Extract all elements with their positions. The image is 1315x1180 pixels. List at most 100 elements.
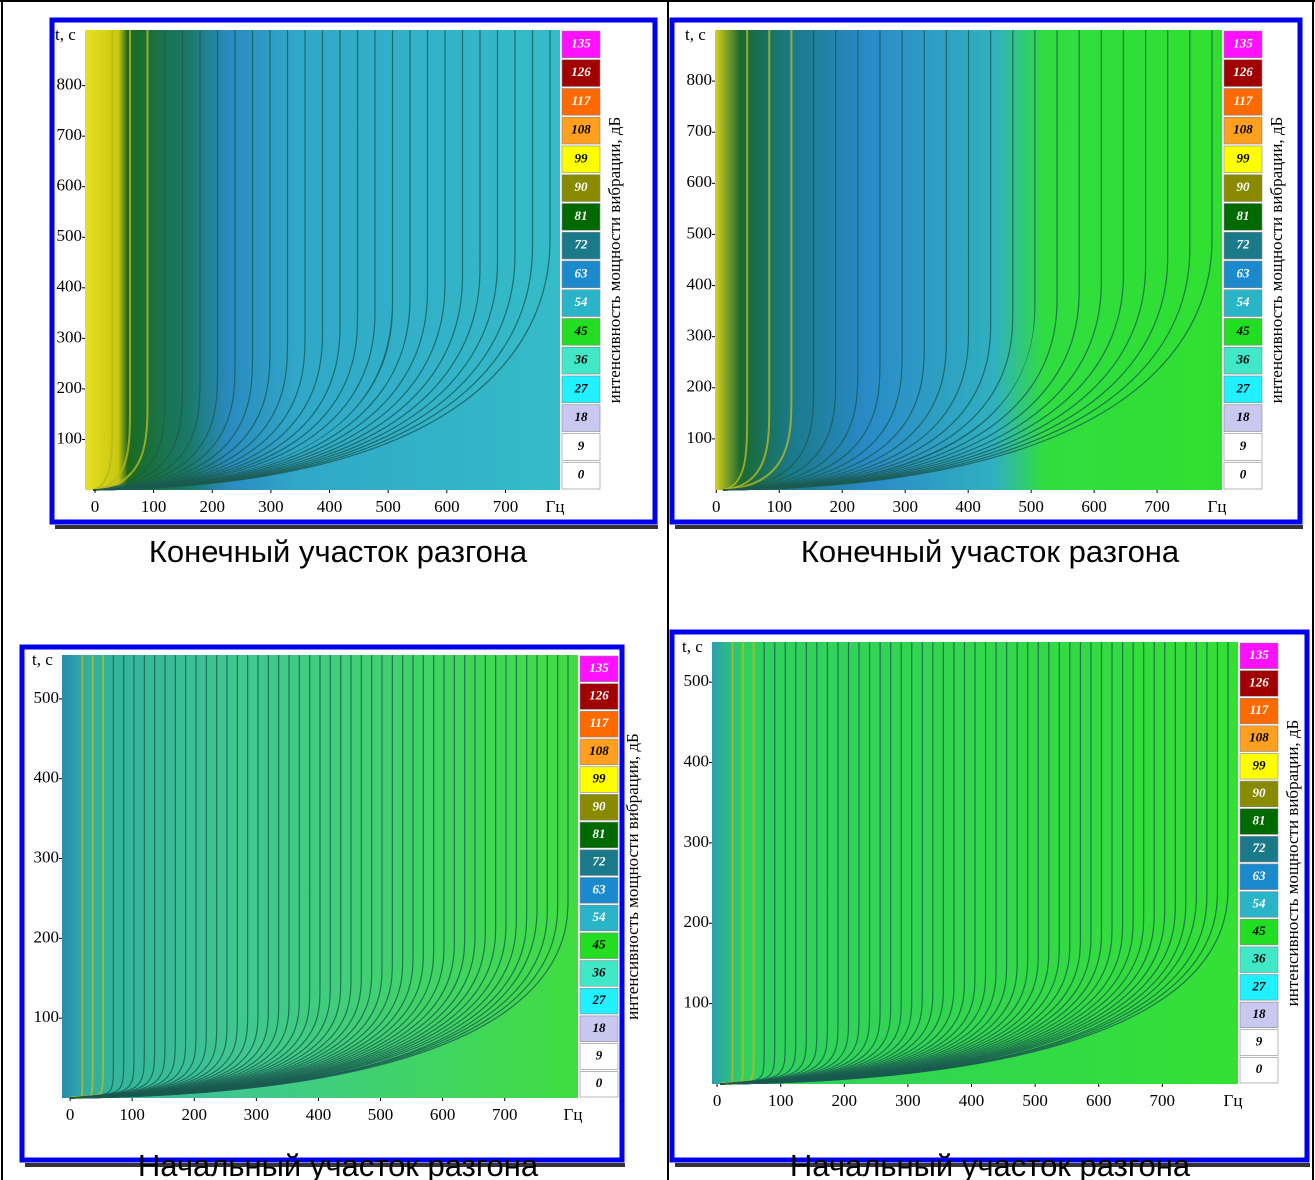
harmonic-trace	[722, 30, 771, 491]
harmonic-trace	[719, 642, 1229, 1085]
x-unit: Гц	[564, 1105, 583, 1124]
colorbar-level: 63	[1253, 868, 1267, 883]
colorbar-swatch	[561, 289, 601, 317]
harmonic-trace	[92, 30, 481, 491]
x-tick-label: 500	[375, 497, 401, 516]
y-tick-label: 500	[57, 226, 83, 245]
x-unit: Гц	[1224, 1091, 1243, 1110]
harmonic-trace	[92, 30, 184, 491]
colorbar-swatch	[579, 766, 619, 793]
harmonic-trace	[92, 30, 499, 491]
colorbar-swatch	[1223, 231, 1263, 260]
harmonic-trace	[722, 30, 1213, 491]
colorbar-swatch	[1223, 59, 1263, 87]
colorbar-level: 99	[593, 771, 607, 786]
colorbar-swatch	[1239, 697, 1279, 725]
colorbar-level: 126	[571, 64, 591, 79]
colorbar-level: 45	[1236, 323, 1251, 338]
x-tick-label: 500	[1022, 1091, 1048, 1110]
colorbar-swatch	[1223, 346, 1263, 375]
caption: Начальный участок разгона	[790, 1148, 1191, 1180]
x-tick-label: 600	[1081, 497, 1107, 516]
y-axis-label: t, с	[682, 637, 703, 656]
colorbar-level: 0	[596, 1075, 603, 1090]
colorbar-level: 72	[593, 854, 607, 869]
colorbar-swatch	[579, 738, 619, 766]
colorbar-swatch	[579, 655, 619, 682]
colorbar-swatch	[1223, 116, 1263, 145]
colorbar-level: 135	[1233, 35, 1253, 50]
colorbar-swatch	[1223, 461, 1263, 490]
harmonic-trace	[92, 30, 166, 491]
harmonic-trace	[92, 30, 114, 491]
harmonic-trace	[722, 30, 1014, 491]
colorbar-swatch	[1239, 863, 1279, 890]
colorbar-level: 9	[1256, 1034, 1263, 1049]
x-tick-label: 300	[244, 1105, 270, 1124]
colorbar-swatch	[1239, 808, 1279, 835]
y-tick-label: 400	[687, 274, 713, 293]
y-tick-label: 500	[687, 223, 713, 242]
x-tick-label: 400	[306, 1105, 332, 1124]
colorbar-swatch	[1239, 1029, 1279, 1056]
colorbar-swatch	[1223, 404, 1263, 432]
harmonic-trace	[92, 30, 306, 491]
harmonic-trace	[92, 30, 376, 491]
y-tick-label: 300	[57, 327, 83, 346]
colorbar-label: интенсивность мощности вибрации, дБ	[623, 733, 642, 1020]
colorbar-level: 54	[1253, 895, 1267, 910]
x-unit: Гц	[546, 497, 565, 516]
colorbar-swatch	[579, 960, 619, 987]
colorbar-level: 90	[1237, 179, 1251, 194]
colorbar-level: 117	[1250, 702, 1269, 717]
colorbar-swatch	[579, 849, 619, 876]
x-tick-label: 0	[91, 497, 100, 516]
colorbar-level: 99	[1237, 150, 1251, 165]
colorbar-level: 81	[593, 826, 606, 841]
colorbar-level: 36	[1236, 352, 1251, 367]
colorbar-swatch	[579, 932, 619, 959]
caption: Конечный участок разгона	[801, 534, 1180, 569]
colorbar-swatch	[579, 1043, 619, 1070]
harmonic-trace	[92, 30, 201, 491]
x-tick-label: 700	[492, 1105, 518, 1124]
harmonic-trace	[722, 30, 1080, 491]
x-tick-label: 100	[766, 497, 792, 516]
colorbar-level: 0	[1256, 1061, 1263, 1076]
colorbar-swatch	[561, 461, 601, 490]
colorbar-swatch	[1239, 725, 1279, 752]
colorbar-level: 9	[596, 1047, 603, 1062]
harmonic-trace	[722, 30, 970, 491]
x-tick-label: 500	[368, 1105, 394, 1124]
colorbar-swatch	[1223, 30, 1263, 59]
colorbar-level: 27	[574, 380, 589, 395]
x-tick-label: 200	[182, 1105, 208, 1124]
x-tick-label: 700	[493, 497, 519, 516]
y-tick-label: 700	[687, 121, 713, 140]
colorbar-swatch	[1239, 946, 1279, 973]
colorbar-level: 108	[589, 743, 609, 758]
x-tick-label: 500	[1018, 497, 1044, 516]
x-tick-label: 600	[430, 1105, 456, 1124]
y-tick-label: 200	[57, 378, 83, 397]
colorbar-level: 72	[575, 237, 589, 252]
colorbar-level: 18	[593, 1020, 607, 1035]
y-tick-label: 200	[34, 927, 60, 946]
harmonic-trace	[92, 30, 236, 491]
y-tick-label: 700	[57, 125, 83, 144]
colorbar-swatch	[1223, 174, 1263, 202]
colorbar-level: 99	[575, 150, 589, 165]
colorbar-swatch	[561, 231, 601, 260]
colorbar-level: 45	[574, 323, 589, 338]
harmonic-trace	[92, 30, 534, 491]
colorbar-swatch	[1223, 375, 1263, 404]
y-tick-label: 400	[684, 751, 710, 770]
colorbar-swatch	[1223, 318, 1263, 346]
colorbar-level: 54	[1237, 294, 1251, 309]
y-tick-label: 500	[684, 671, 710, 690]
harmonic-trace	[92, 30, 149, 491]
colorbar-level: 90	[593, 798, 607, 813]
y-tick-label: 100	[684, 993, 710, 1012]
y-tick-label: 800	[57, 75, 83, 94]
harmonic-trace	[722, 30, 793, 491]
